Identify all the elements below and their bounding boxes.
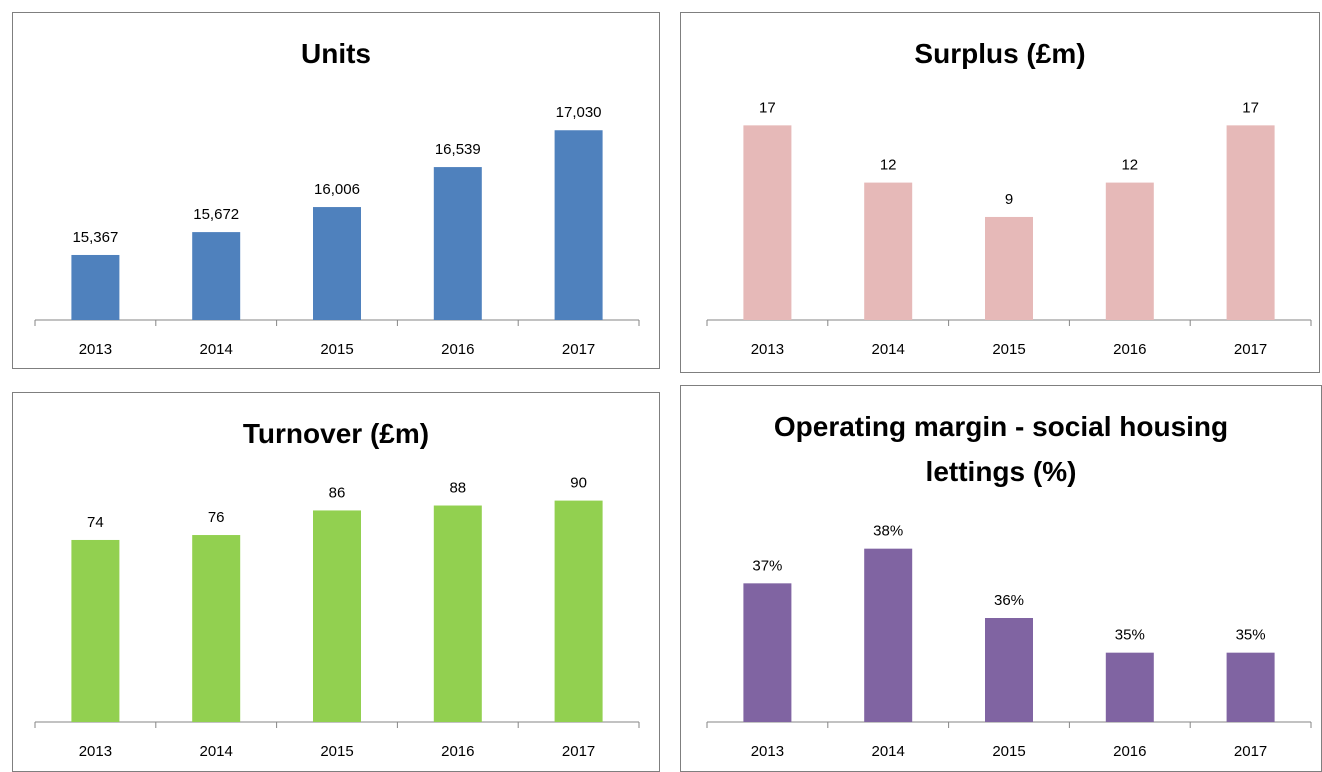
data-label: 74 [87, 514, 104, 531]
x-tick-label: 2014 [872, 341, 905, 358]
x-tick-label: 2015 [320, 743, 353, 760]
bar [433, 167, 482, 320]
data-label: 16,539 [435, 141, 481, 158]
bar [864, 182, 913, 320]
chart-title: Units [301, 38, 371, 69]
data-label: 76 [208, 509, 225, 526]
bar [1105, 652, 1154, 722]
bar [71, 254, 120, 320]
data-label: 88 [449, 479, 466, 496]
x-tick-label: 2015 [992, 341, 1025, 358]
bar [985, 216, 1033, 320]
chart-title: Turnover (£m) [242, 418, 430, 449]
x-tick-label: 2017 [1234, 341, 1267, 358]
x-tick-label: 2013 [79, 743, 112, 760]
bar [554, 130, 603, 320]
bar [985, 618, 1033, 722]
x-tick-label: 2016 [1113, 743, 1146, 760]
chart-panel: Turnover (£m) 74 2013 76 2014 86 2015 88 2016 90… [12, 392, 660, 772]
x-tick-label: 2017 [1234, 743, 1267, 760]
x-tick-label: 2015 [320, 341, 353, 358]
bar [313, 510, 361, 722]
chart: 17 2013 12 2014 9 2015 12 2016 17 2017 [706, 99, 1312, 358]
bar [554, 500, 603, 722]
data-label: 17 [759, 99, 776, 116]
data-label: 38% [873, 523, 903, 540]
chart: 15,367 2013 15,672 2014 16,006 2015 16,539 2016… [34, 104, 640, 358]
data-label: 16,006 [314, 181, 360, 198]
chart-title: Operating margin - social housing lettin… [773, 411, 1229, 487]
data-label: 17,030 [556, 104, 602, 121]
bar [864, 548, 913, 722]
chart-panel: Surplus (£m) 17 2013 12 2014 9 2015 12 2016 17 20… [680, 12, 1320, 373]
bar [743, 583, 792, 722]
chart-title: Surplus (£m) [914, 38, 1086, 69]
bar [433, 505, 482, 722]
data-label: 12 [1121, 157, 1138, 174]
data-label: 17 [1242, 99, 1259, 116]
bar [313, 207, 361, 320]
data-label: 12 [880, 157, 897, 174]
data-label: 35% [1115, 627, 1145, 644]
x-tick-label: 2014 [200, 743, 233, 760]
chart-panel: Operating margin - social housing lettin… [680, 385, 1322, 772]
x-tick-label: 2016 [1113, 341, 1146, 358]
data-label: 15,672 [193, 206, 239, 223]
data-label: 35% [1236, 627, 1266, 644]
x-tick-label: 2015 [992, 743, 1025, 760]
x-tick-label: 2014 [200, 341, 233, 358]
x-tick-label: 2014 [872, 743, 905, 760]
bar [743, 125, 792, 320]
data-label: 37% [752, 557, 782, 574]
bar [1226, 652, 1275, 722]
bar [1105, 182, 1154, 320]
bar [192, 535, 241, 722]
x-tick-label: 2017 [562, 743, 595, 760]
chart: 37% 2013 38% 2014 36% 2015 35% 2016 35% 2017 [706, 523, 1312, 760]
chart: 74 2013 76 2014 86 2015 88 2016 90 2017 [34, 475, 640, 760]
x-tick-label: 2013 [79, 341, 112, 358]
x-tick-label: 2016 [441, 743, 474, 760]
x-tick-label: 2017 [562, 341, 595, 358]
chart-panel: Units 15,367 2013 15,672 2014 16,006 2015 16,5… [12, 12, 660, 369]
x-tick-label: 2016 [441, 341, 474, 358]
data-label: 36% [994, 592, 1024, 609]
bar [1226, 125, 1275, 320]
bar [71, 539, 120, 722]
data-label: 15,367 [72, 229, 118, 246]
x-tick-label: 2013 [751, 743, 784, 760]
data-label: 86 [329, 484, 346, 501]
bar [192, 232, 241, 320]
data-label: 90 [570, 475, 587, 492]
data-label: 9 [1005, 191, 1013, 208]
x-tick-label: 2013 [751, 341, 784, 358]
